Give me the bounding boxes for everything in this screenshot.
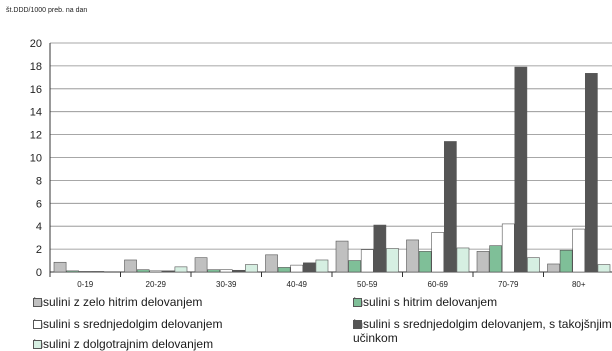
y-axis-unit-label: št.DDD/1000 preb. na dan [6, 7, 88, 14]
bar [373, 224, 387, 273]
bar [572, 228, 586, 273]
y-tick-label: 8 [36, 175, 42, 187]
x-tick-label: 60-69 [428, 280, 449, 289]
legend-item-intermediate-premixed: Insulini s srednjedolgim delovanjem, s t… [353, 317, 612, 345]
bar [66, 270, 79, 273]
bar [315, 259, 329, 273]
y-tick-label: 18 [30, 61, 42, 73]
bar [418, 251, 432, 273]
bar [489, 245, 503, 273]
bar [597, 264, 611, 273]
x-tick-label: 40-49 [287, 280, 308, 289]
legend-label: Insulini s srednjedolgim delovanjem, s t… [353, 317, 612, 345]
bar [53, 261, 67, 273]
bar [431, 232, 445, 273]
legend-swatch [33, 298, 42, 307]
legend-item-very-fast: Insulini z zelo hitrim delovanjem [33, 295, 202, 309]
bar [456, 247, 470, 273]
bar [527, 257, 540, 273]
x-tick-label: 30-39 [216, 280, 237, 289]
y-tick-label: 6 [36, 198, 42, 210]
bar [162, 270, 175, 273]
bar [386, 248, 399, 273]
bar [277, 267, 291, 273]
bar [584, 73, 598, 273]
bar [559, 249, 573, 273]
legend-swatch [33, 320, 42, 329]
y-tick-label: 2 [36, 244, 42, 256]
bar [547, 263, 560, 273]
bar [149, 270, 163, 273]
bar [136, 269, 150, 273]
legend-label: Insulini s hitrim delovanjem [353, 295, 498, 309]
legend-swatch [33, 340, 42, 349]
bar [194, 257, 208, 273]
legend-label: Insulini z zelo hitrim delovanjem [33, 295, 203, 309]
y-tick-label: 12 [30, 130, 42, 142]
bar [290, 264, 304, 273]
bar [302, 262, 316, 273]
legend-label: Insulini z dolgotrajnim delovanjem [33, 337, 214, 351]
legend-item-intermediate: Insulini s srednjedolgim delovanjem [33, 317, 222, 331]
bar [245, 264, 258, 273]
bar [501, 223, 515, 273]
bar [335, 240, 349, 273]
y-tick-label: 4 [36, 221, 42, 233]
bar [174, 266, 188, 273]
bar [219, 269, 233, 273]
legend-label: Insulini s srednjedolgim delovanjem [33, 317, 223, 331]
bar [91, 271, 105, 273]
legend-swatch [353, 298, 362, 307]
bar [78, 271, 92, 273]
bar [476, 251, 490, 273]
x-tick-label: 80+ [572, 280, 586, 289]
y-tick-label: 10 [30, 153, 42, 165]
y-tick-label: 16 [30, 84, 42, 96]
y-tick-label: 0 [36, 267, 42, 279]
x-tick-label: 50-59 [357, 280, 378, 289]
x-tick-label: 0-19 [77, 280, 94, 289]
bar [232, 269, 246, 273]
x-tick-label: 70-79 [498, 280, 519, 289]
bar [124, 259, 137, 273]
bar [443, 141, 457, 273]
y-tick-label: 20 [30, 38, 42, 50]
bar [514, 66, 528, 273]
bar [360, 249, 374, 273]
bar [348, 260, 362, 273]
bar [207, 269, 221, 273]
y-tick-label: 14 [30, 107, 42, 119]
legend-swatch [353, 320, 362, 329]
x-tick-label: 20-29 [146, 280, 167, 289]
bar [406, 239, 419, 273]
legend-item-long-acting: Insulini z dolgotrajnim delovanjem [33, 337, 213, 351]
legend-item-fast: Insulini s hitrim delovanjem [353, 295, 497, 309]
bar [265, 254, 278, 273]
